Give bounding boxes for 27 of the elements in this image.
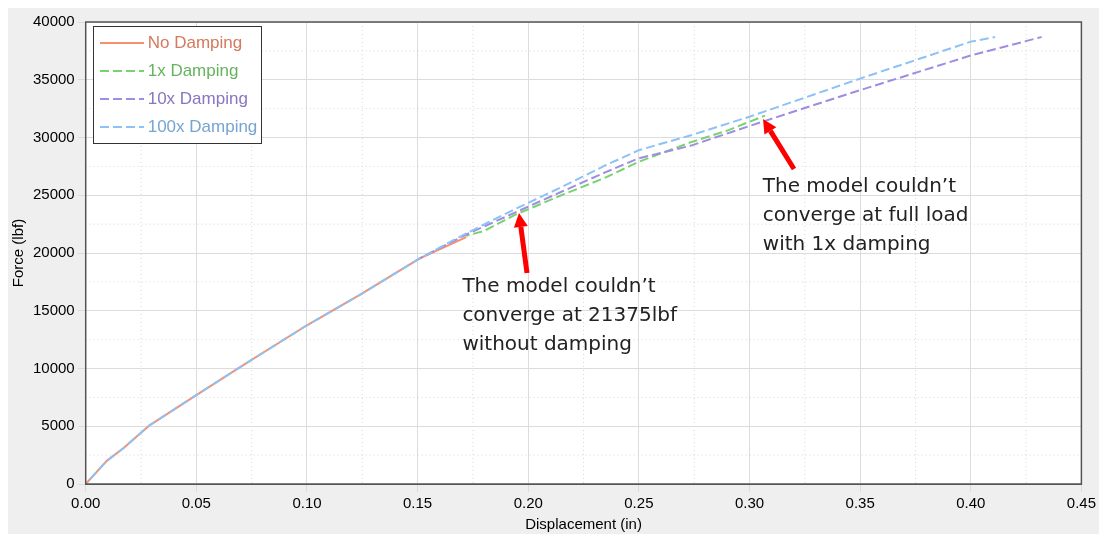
- x-axis-title: Displacement (in): [525, 515, 642, 533]
- annotation: The model couldn’t converge at full load with 1x damping: [762, 172, 969, 257]
- annotation: The model couldn’t converge at 21375lbf without damping: [462, 271, 678, 357]
- y-tick-label: 5000: [41, 416, 75, 434]
- y-tick-label: 30000: [32, 127, 75, 145]
- x-tick-label: 0.20: [513, 494, 543, 512]
- x-tick-label: 0.45: [1066, 494, 1096, 512]
- y-tick-label: 40000: [32, 12, 75, 30]
- y-tick-label: 25000: [32, 185, 75, 203]
- legend-label: 10x Damping: [147, 89, 248, 109]
- x-tick-label: 0.35: [845, 494, 875, 512]
- y-tick-label: 10000: [32, 358, 75, 376]
- x-tick-label: 0.15: [403, 494, 433, 512]
- y-tick-label: 0: [66, 474, 75, 492]
- x-tick-label: 0.25: [624, 494, 654, 512]
- x-tick-label: 0.10: [292, 494, 322, 512]
- x-tick-label: 0.05: [181, 494, 211, 512]
- legend-label: No Damping: [147, 33, 243, 53]
- y-tick-label: 20000: [32, 243, 75, 261]
- y-axis-title: Force (lbf): [9, 218, 27, 288]
- legend-label: 1x Damping: [147, 61, 239, 81]
- legend-label: 100x Damping: [147, 117, 258, 137]
- x-tick-label: 0.40: [956, 494, 986, 512]
- y-tick-label: 35000: [32, 69, 75, 87]
- y-tick-label: 15000: [32, 300, 75, 318]
- x-tick-label: 0.30: [734, 494, 765, 512]
- x-tick-label: 0.00: [71, 494, 101, 512]
